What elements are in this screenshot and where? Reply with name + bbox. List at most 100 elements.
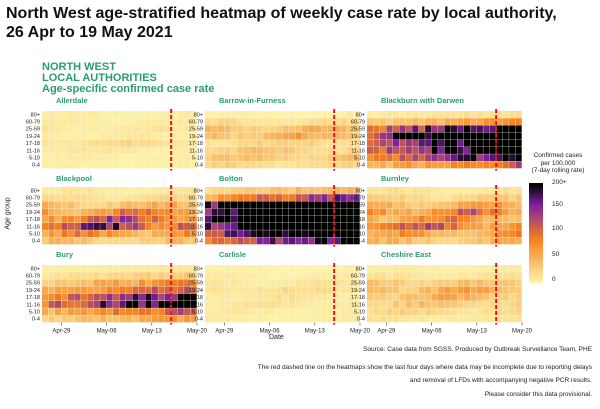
- heat-cell: [211, 201, 218, 209]
- heat-cell: [171, 308, 178, 316]
- heat-cell: [100, 279, 107, 287]
- heat-cell: [334, 125, 341, 133]
- heat-cell: [444, 279, 451, 287]
- heat-cell: [463, 201, 471, 209]
- heat-cell: [138, 265, 146, 272]
- heat-cell: [431, 272, 438, 280]
- heat-cell: [184, 237, 191, 245]
- heat-cell: [314, 161, 321, 169]
- heat-cell: [334, 223, 341, 230]
- heat-cell: [457, 237, 464, 245]
- heat-cell: [282, 139, 289, 147]
- heat-cell: [263, 237, 270, 245]
- heat-cell: [386, 272, 393, 280]
- heat-cell: [256, 194, 263, 202]
- heat-cell: [171, 315, 178, 323]
- heat-cell: [177, 286, 184, 294]
- heat-cell: [288, 301, 296, 308]
- heat-cell: [425, 308, 432, 316]
- heat-cell: [450, 286, 458, 294]
- heat-cell: [184, 230, 191, 238]
- heat-cell: [379, 215, 387, 223]
- heat-cell: [74, 286, 81, 294]
- heat-cell: [327, 315, 334, 323]
- heat-cell: [379, 208, 387, 216]
- heat-cell: [100, 201, 107, 209]
- heat-cell: [217, 118, 225, 126]
- heat-cell: [295, 272, 302, 280]
- heat-cell: [217, 194, 225, 202]
- heat-cell: [340, 286, 347, 294]
- heat-cell: [106, 208, 113, 216]
- heat-cell: [276, 147, 283, 154]
- legend-bar-segment: [529, 249, 543, 252]
- heat-cell: [295, 201, 302, 209]
- heat-cell: [205, 237, 212, 245]
- heat-cell: [334, 194, 341, 202]
- heat-cell: [190, 154, 197, 162]
- heat-cell: [483, 286, 490, 294]
- heat-cell: [288, 194, 296, 202]
- heat-cell: [463, 223, 471, 230]
- heat-cell: [483, 118, 490, 126]
- heat-cell: [367, 139, 374, 147]
- heat-cell: [373, 272, 380, 280]
- heat-cell: [476, 293, 483, 301]
- heat-cell: [158, 154, 165, 162]
- heat-cell: [230, 265, 237, 272]
- heat-cell: [327, 139, 334, 147]
- heat-cell: [190, 237, 197, 245]
- heat-cell: [373, 161, 380, 169]
- heat-cell: [171, 154, 178, 162]
- heat-cell: [399, 125, 406, 133]
- heat-cell: [151, 230, 158, 238]
- heat-cell: [67, 286, 74, 294]
- heat-cell: [243, 308, 250, 316]
- heat-cell: [151, 132, 158, 140]
- heat-cell: [125, 208, 133, 216]
- heat-cell: [177, 279, 184, 287]
- heat-cell: [48, 265, 55, 272]
- heat-cell: [314, 215, 321, 223]
- heat-cell: [256, 208, 263, 216]
- heat-cell: [314, 237, 321, 245]
- heat-cell: [217, 187, 225, 194]
- heat-cell: [224, 279, 231, 287]
- heat-cell: [457, 279, 464, 287]
- heat-cell: [217, 265, 225, 272]
- heat-cell: [61, 132, 68, 140]
- heat-cell: [138, 187, 146, 194]
- legend-tick-100: 100: [552, 225, 563, 232]
- heat-cell: [444, 286, 451, 294]
- heat-cell: [425, 161, 432, 169]
- heat-cell: [80, 187, 87, 194]
- heat-cell: [256, 230, 263, 238]
- footnote-dashed-line: The red dashed line on the heatmaps show…: [257, 364, 592, 371]
- heat-cell: [515, 286, 522, 294]
- heat-cell: [476, 139, 483, 147]
- heat-cell: [353, 111, 360, 118]
- heat-cell: [282, 279, 289, 287]
- heat-cell: [263, 118, 270, 126]
- heat-cell: [327, 272, 334, 280]
- legend-title-line-2: per 100,000: [540, 159, 576, 167]
- heat-cell: [42, 194, 49, 202]
- heat-cell: [373, 230, 380, 238]
- heat-cell: [489, 308, 496, 316]
- heat-cell: [463, 272, 471, 280]
- heat-cell: [177, 194, 184, 202]
- heat-cell: [132, 194, 139, 202]
- heat-cell: [295, 279, 302, 287]
- heat-cell: [263, 308, 270, 316]
- heat-cell: [119, 147, 126, 154]
- heat-cell: [48, 132, 55, 140]
- heat-cell: [483, 272, 490, 280]
- heat-cell: [340, 265, 347, 272]
- heat-cell: [250, 194, 257, 202]
- heat-cell: [184, 194, 191, 202]
- heat-cell: [132, 147, 139, 154]
- heat-cell: [125, 237, 133, 245]
- heat-cell: [438, 201, 445, 209]
- heat-cell: [301, 293, 309, 301]
- heat-cell: [340, 279, 347, 287]
